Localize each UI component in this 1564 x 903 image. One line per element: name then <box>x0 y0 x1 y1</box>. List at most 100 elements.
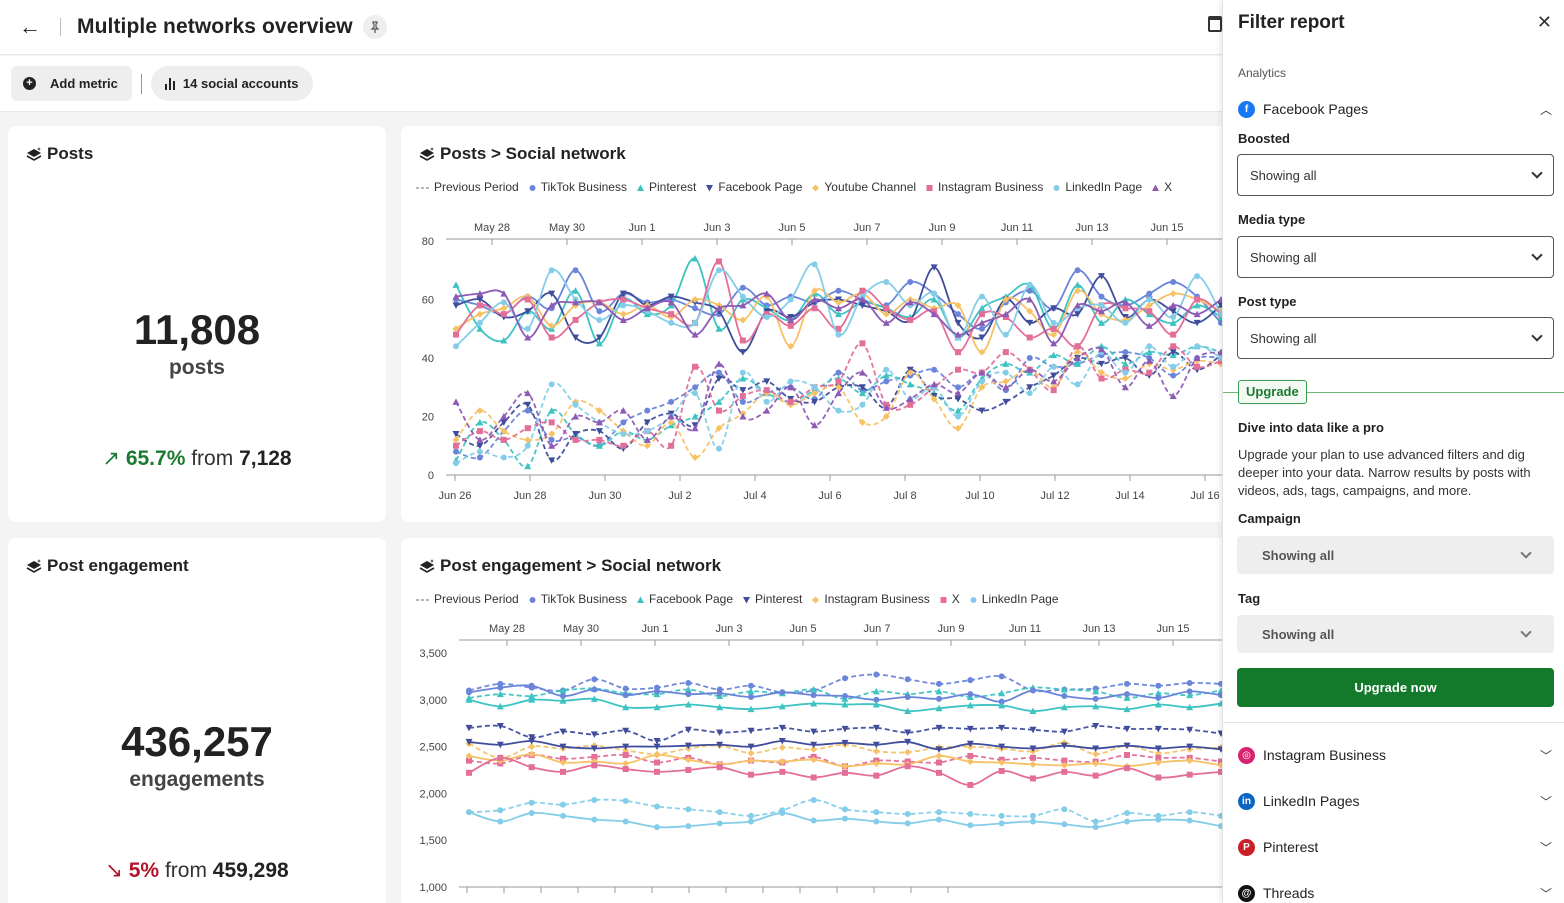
network-accordion-instagram[interactable]: ◎ Instagram Business ﹀ <box>1238 743 1552 767</box>
engagement-chart-title: Post engagement > Social network <box>419 556 721 576</box>
chart0-legend-item[interactable]: TikTok Business <box>528 180 627 194</box>
data-point <box>1026 369 1034 376</box>
data-point <box>653 737 661 745</box>
data-point <box>1145 310 1153 318</box>
chart1-legend-item[interactable]: Pinterest <box>742 592 802 606</box>
legend-marker <box>529 184 536 191</box>
data-point <box>497 818 504 825</box>
media-type-select[interactable]: Showing all <box>1237 236 1554 278</box>
data-point <box>998 812 1005 819</box>
data-point <box>476 454 483 461</box>
data-point <box>528 743 536 751</box>
data-point <box>572 431 580 438</box>
data-point <box>684 726 692 734</box>
chart1-legend-item[interactable]: X <box>939 592 960 606</box>
data-point <box>667 421 675 429</box>
boosted-select[interactable]: Showing all <box>1237 154 1554 196</box>
chart0-legend-item[interactable]: Previous Period <box>416 180 519 194</box>
chart0-legend-item[interactable]: LinkedIn Page <box>1052 180 1142 194</box>
data-point <box>763 378 771 385</box>
data-point <box>1050 339 1058 347</box>
chart1-legend-item[interactable]: TikTok Business <box>528 592 627 606</box>
data-point <box>1186 809 1193 816</box>
data-point <box>595 418 603 426</box>
data-point <box>684 686 692 693</box>
current-series-line <box>455 260 1222 354</box>
data-point <box>966 740 974 748</box>
data-point <box>560 693 566 700</box>
data-point <box>882 304 890 312</box>
data-point <box>620 290 627 297</box>
data-point <box>716 820 723 827</box>
network-accordion-label: LinkedIn Pages <box>1263 793 1360 809</box>
data-point <box>1002 398 1010 406</box>
data-point <box>476 448 483 455</box>
data-point <box>778 758 786 766</box>
data-point <box>1121 360 1129 367</box>
posts-card-title: Posts <box>26 144 93 164</box>
y-tick-label: 20 <box>422 412 434 424</box>
data-point <box>668 319 675 326</box>
x-top-tick-label: Jun 15 <box>1156 623 1189 635</box>
chart0-legend-item[interactable]: Instagram Business <box>925 180 1043 194</box>
data-point <box>1061 757 1068 764</box>
data-point <box>936 769 942 776</box>
arrow-left-icon[interactable]: ← <box>19 14 41 39</box>
pin-icon[interactable] <box>362 15 387 39</box>
data-point <box>747 743 755 751</box>
chart1-legend-label: TikTok Business <box>540 592 627 606</box>
data-point <box>465 752 473 760</box>
data-point <box>1154 759 1162 767</box>
data-point <box>739 374 747 382</box>
data-point <box>841 700 849 708</box>
data-point <box>1122 305 1129 312</box>
facebook-pages-accordion[interactable]: f Facebook Pages ︿ <box>1238 97 1552 121</box>
data-point <box>787 293 794 300</box>
data-point <box>500 304 508 312</box>
posts-delta-base: 7,128 <box>239 447 292 470</box>
chart1-legend-item[interactable]: Instagram Business <box>811 592 930 606</box>
chart1-legend-item[interactable]: LinkedIn Page <box>969 592 1059 606</box>
calendar-icon[interactable] <box>1208 16 1222 32</box>
data-point <box>739 284 746 291</box>
chevron-up-icon: ︿ <box>1539 102 1552 117</box>
data-point <box>476 302 483 309</box>
data-point <box>787 322 794 329</box>
data-point <box>931 308 938 315</box>
data-point <box>622 746 630 754</box>
data-point <box>931 384 938 391</box>
upgrade-now-button[interactable]: Upgrade now <box>1237 668 1554 707</box>
data-point <box>835 384 842 391</box>
data-point <box>811 299 818 306</box>
network-accordion-linkedin[interactable]: in LinkedIn Pages ﹀ <box>1238 789 1552 813</box>
chart0-legend-item[interactable]: X <box>1151 180 1172 194</box>
chart0-legend-item[interactable]: Facebook Page <box>705 180 802 194</box>
data-point <box>548 322 556 330</box>
social-accounts-button[interactable]: 14 social accounts <box>150 66 313 101</box>
network-accordion-threads[interactable]: @ Threads ﹀ <box>1238 881 1552 903</box>
data-point <box>763 314 770 321</box>
bar-chart-icon <box>164 77 175 90</box>
data-point <box>715 311 722 318</box>
data-point <box>787 316 795 323</box>
data-point <box>684 700 692 708</box>
post-type-select[interactable]: Showing all <box>1237 317 1554 359</box>
data-point <box>1092 818 1099 825</box>
posts-network-chart-card: Posts > Social network Previous Period Ti… <box>401 126 1231 522</box>
network-accordion-pinterest[interactable]: P Pinterest ﹀ <box>1238 835 1552 859</box>
data-point <box>653 750 661 758</box>
data-point <box>1146 343 1153 350</box>
chart1-legend-item[interactable]: Previous Period <box>416 592 519 606</box>
chart0-legend-item[interactable]: Youtube Channel <box>811 180 916 194</box>
close-icon[interactable]: ✕ <box>1536 12 1552 32</box>
add-metric-button[interactable]: + Add metric <box>11 66 132 101</box>
chart1-legend-item[interactable]: Facebook Page <box>636 592 733 606</box>
chart1-legend-label: Pinterest <box>755 592 803 606</box>
data-point <box>667 301 675 309</box>
chart1-legend-swatch <box>812 596 820 603</box>
data-point <box>452 325 460 333</box>
data-point <box>748 682 754 689</box>
chart0-legend-item[interactable]: Pinterest <box>636 180 696 194</box>
engagement-delta-from: from <box>164 859 207 882</box>
data-point <box>1050 305 1058 312</box>
